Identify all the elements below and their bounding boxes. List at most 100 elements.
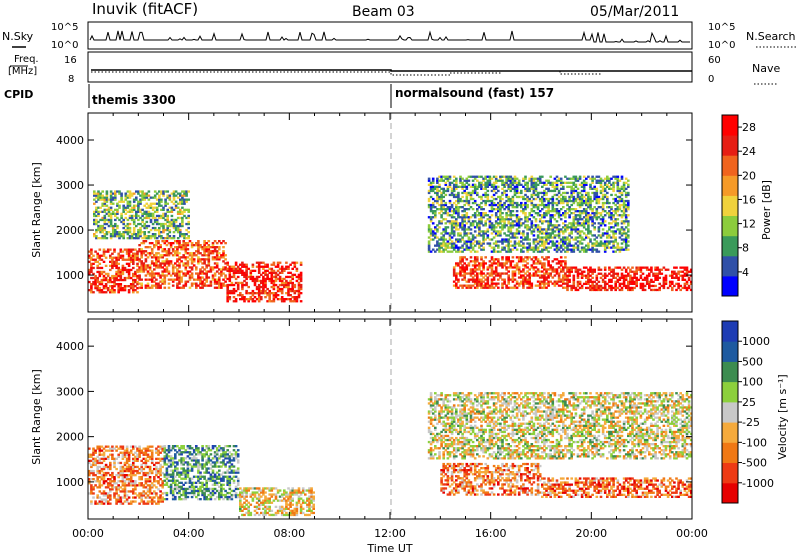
echo-cell xyxy=(179,224,182,228)
echo-cell xyxy=(174,250,177,253)
echo-cell xyxy=(213,278,217,281)
nsearch-label: N.Search xyxy=(746,30,796,43)
echo-cell xyxy=(547,187,550,190)
echo-cell xyxy=(111,291,114,294)
echo-cell xyxy=(559,264,563,267)
echo-cell xyxy=(455,238,458,241)
echo-cell xyxy=(603,220,607,223)
echo-cell xyxy=(486,183,490,186)
echo-cell xyxy=(612,226,615,229)
echo-cell xyxy=(608,206,611,209)
echo-cell xyxy=(143,233,146,236)
echo-cell xyxy=(137,200,140,203)
echo-cell xyxy=(440,191,443,195)
echo-cell xyxy=(503,280,506,283)
echo-cell xyxy=(171,268,175,271)
echo-cell xyxy=(476,280,479,283)
echo-cell xyxy=(132,208,136,211)
echo-cell xyxy=(476,276,479,279)
echo-cell xyxy=(517,242,521,245)
echo-cell xyxy=(471,234,475,237)
echo-cell xyxy=(606,282,609,285)
echo-cell xyxy=(117,287,120,290)
echo-cell xyxy=(574,199,578,203)
echo-cell xyxy=(111,276,114,280)
echo-cell xyxy=(444,222,448,225)
echo-cell xyxy=(545,248,548,251)
echo-cell xyxy=(614,286,617,290)
echo-cell xyxy=(130,210,134,213)
echo-cell xyxy=(654,274,657,277)
echo-cell xyxy=(463,224,466,227)
echo-cell xyxy=(503,203,506,207)
echo-cell xyxy=(188,274,192,277)
echo-cell xyxy=(117,272,120,276)
echo-cell xyxy=(114,233,117,236)
echo-cell xyxy=(532,266,536,269)
echo-cell xyxy=(545,191,548,195)
echo-cell xyxy=(534,266,538,269)
echo-cell xyxy=(241,296,244,299)
echo-cell xyxy=(585,282,588,285)
echo-cell xyxy=(165,262,169,265)
echo-cell xyxy=(126,202,130,205)
echo-cell xyxy=(606,201,609,205)
echo-cell xyxy=(450,222,454,225)
echo-cell xyxy=(526,250,529,253)
echo-cell xyxy=(555,272,559,275)
echo-cell xyxy=(90,484,93,487)
echo-cell xyxy=(461,264,464,267)
echo-cell xyxy=(616,244,620,247)
colorbar-tick-label: 16 xyxy=(742,193,756,206)
echo-cell xyxy=(452,179,456,182)
echo-cell xyxy=(446,179,450,182)
echo-cell xyxy=(620,276,624,279)
echo-cell xyxy=(482,224,485,227)
echo-cell xyxy=(476,187,479,190)
echo-cell xyxy=(448,193,452,197)
echo-cell xyxy=(209,252,213,255)
echo-cell xyxy=(90,248,93,251)
echo-cell xyxy=(499,177,502,180)
echo-cell xyxy=(526,197,529,201)
echo-cell xyxy=(107,210,111,213)
echo-cell xyxy=(222,284,225,287)
echo-cell xyxy=(582,274,586,277)
echo-cell xyxy=(618,206,622,209)
echo-cell xyxy=(515,189,519,193)
echo-cell xyxy=(459,232,462,235)
echo-cell xyxy=(683,282,687,285)
echo-cell xyxy=(114,198,117,201)
echo-cell xyxy=(459,270,462,273)
echo-cell xyxy=(620,214,624,217)
echo-cell xyxy=(532,242,536,245)
echo-cell xyxy=(127,270,131,274)
echo-cell xyxy=(505,193,508,197)
echo-cell xyxy=(255,261,259,264)
echo-cell xyxy=(624,234,628,237)
echo-cell xyxy=(555,280,559,283)
echo-cell xyxy=(606,246,609,249)
echo-cell xyxy=(139,233,142,236)
echo-cell xyxy=(93,212,96,215)
echo-cell xyxy=(562,212,565,215)
echo-cell xyxy=(612,189,615,193)
echo-cell xyxy=(639,284,643,288)
echo-cell xyxy=(459,226,462,229)
echo-cell xyxy=(557,177,561,180)
echo-cell xyxy=(268,271,271,274)
echo-cell xyxy=(650,284,653,288)
echo-cell xyxy=(524,201,527,205)
echo-cell xyxy=(440,187,443,190)
freq-tick-bottom: 8 xyxy=(68,74,74,85)
freq-panel: Freq. [MHz] 16 8 Nave 60 0 xyxy=(8,51,780,85)
echo-cell xyxy=(459,250,462,253)
echo-cell xyxy=(176,226,180,230)
echo-cell xyxy=(230,275,234,279)
echo-cell xyxy=(513,181,517,184)
echo-cell xyxy=(616,177,620,180)
echo-cell xyxy=(190,258,194,261)
echo-cell xyxy=(576,270,580,273)
echo-cell xyxy=(130,216,134,220)
echo-cell xyxy=(524,276,527,279)
